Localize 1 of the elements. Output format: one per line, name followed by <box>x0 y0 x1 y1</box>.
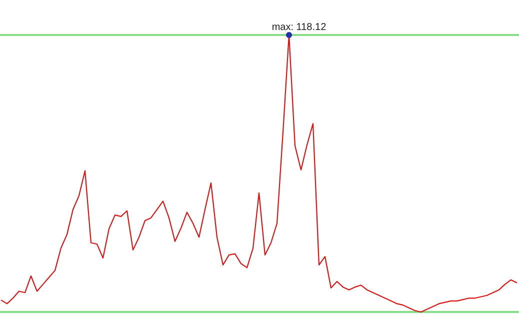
text: max: 118.12 <box>272 22 327 33</box>
